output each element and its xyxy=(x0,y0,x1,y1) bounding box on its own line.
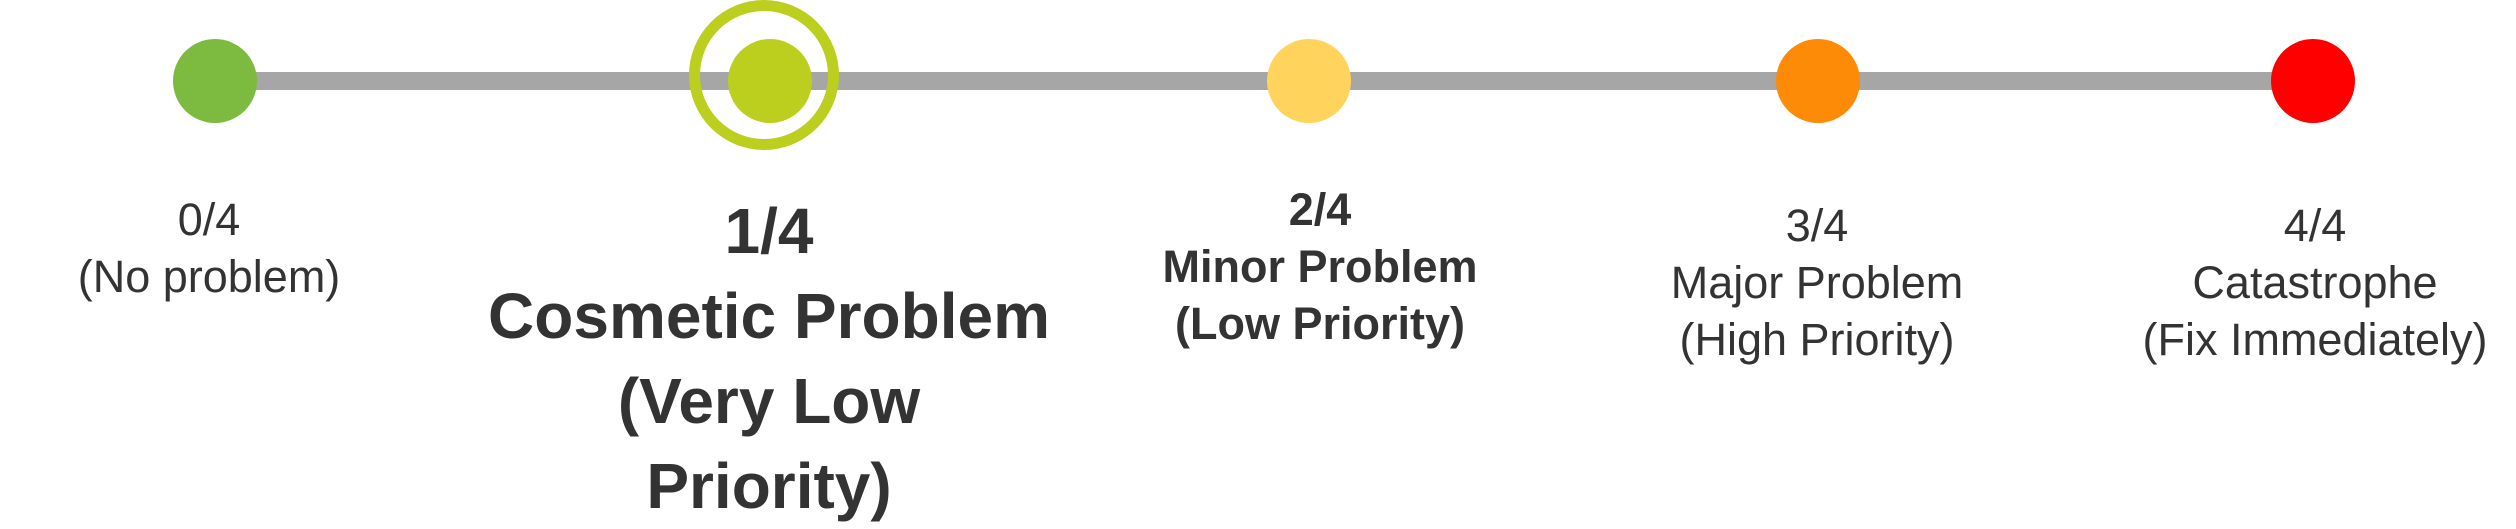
severity-4-priority: (Fix Immediately) xyxy=(2142,314,2488,365)
severity-2-dot[interactable] xyxy=(1267,39,1351,123)
severity-0-dot[interactable] xyxy=(173,39,257,123)
severity-3-priority: (High Priority) xyxy=(1679,314,1955,365)
severity-4-dot[interactable] xyxy=(2271,39,2355,123)
severity-2-label: 2/4 Minor Problem (Low Priority) xyxy=(1162,181,1477,352)
severity-4-description: Catastrophe xyxy=(2192,257,2438,308)
selected-level-ring xyxy=(689,0,839,150)
severity-3-label: 3/4 Major Problem (High Priority) xyxy=(1671,197,1964,368)
severity-1-score: 1/4 xyxy=(724,195,814,267)
severity-4-score: 4/4 xyxy=(2283,200,2347,251)
severity-3-score: 3/4 xyxy=(1785,200,1849,251)
severity-3-dot[interactable] xyxy=(1776,39,1860,123)
severity-3-description: Major Problem xyxy=(1670,257,1964,308)
severity-4-label: 4/4 Catastrophe (Fix Immediately) xyxy=(2142,197,2487,368)
severity-2-description: Minor Problem xyxy=(1162,241,1478,292)
severity-1-priority-line-1: (Very Low xyxy=(617,365,921,437)
severity-0-score: 0/4 xyxy=(177,194,241,245)
severity-1-priority-line-2: Priority) xyxy=(646,450,892,522)
scale-track xyxy=(215,72,2315,90)
severity-1-label: 1/4 Cosmetic Problem (Very Low Priority) xyxy=(488,189,1050,529)
severity-2-score: 2/4 xyxy=(1288,184,1352,235)
severity-0-description: (No problem) xyxy=(77,251,341,302)
severity-1-dot[interactable] xyxy=(728,39,812,123)
severity-2-priority: (Low Priority) xyxy=(1175,298,1465,349)
severity-1-description: Cosmetic Problem xyxy=(488,280,1050,352)
severity-0-label: 0/4 (No problem) xyxy=(78,191,341,305)
